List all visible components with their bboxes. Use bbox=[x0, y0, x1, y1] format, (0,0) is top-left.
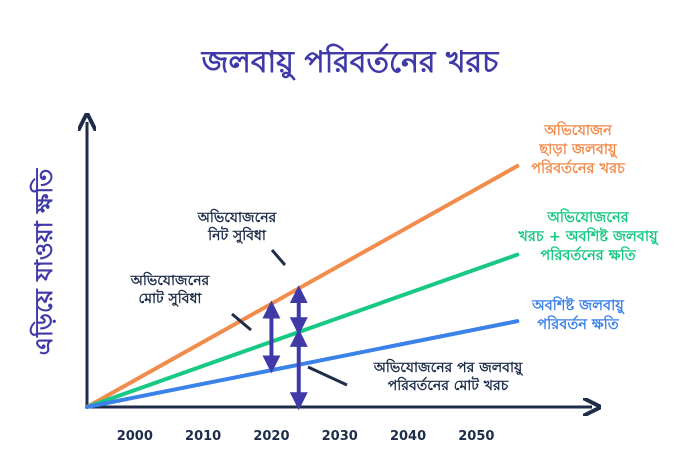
series-label-1: পরিবর্তনের ক্ষতি bbox=[540, 245, 636, 264]
annotation-pointer-total-cost bbox=[307, 365, 348, 387]
series-label-2: অবশিষ্ট জলবায়ু bbox=[531, 295, 626, 314]
x-tick-label: 2030 bbox=[322, 429, 358, 444]
x-tick-label: 2000 bbox=[117, 429, 153, 444]
series-label-0: পরিবর্তনের খরচ bbox=[531, 158, 626, 177]
x-tick-label: 2050 bbox=[458, 429, 494, 444]
annotation-text-total-cost: অভিযোজনের পর জলবায়ু bbox=[373, 358, 524, 376]
annotation-text-gross-benefit: অভিযোজনের bbox=[130, 271, 211, 289]
annotations: অভিযোজনেরমোট সুবিধাঅভিযোজনেরনিট সুবিধাঅভ… bbox=[130, 208, 524, 411]
x-tick-label: 2010 bbox=[185, 429, 221, 444]
series-label-2: পরিবর্তন ক্ষতি bbox=[537, 314, 620, 333]
annotation-text-gross-benefit: মোট সুবিধা bbox=[139, 289, 203, 308]
x-tick-labels: 2000 2010 2020 2030 2040 2050 bbox=[117, 429, 495, 444]
annotation-text-net-benefit: নিট সুবিধা bbox=[207, 226, 267, 245]
annotation-text-total-cost: পরিবর্তনের মোট খরচ bbox=[388, 376, 510, 394]
x-tick-label: 2040 bbox=[390, 429, 426, 444]
annotation-text-net-benefit: অভিযোজনের bbox=[197, 208, 278, 226]
annotation-pointer-gross-benefit bbox=[231, 312, 252, 332]
series-label-1: খরচ + অবশিষ্ট জলবায়ু bbox=[517, 226, 659, 245]
y-axis-label: এড়িয়ে যাওয়া ক্ষতি bbox=[29, 168, 58, 356]
chart-title: জলবায়ু পরিবর্তনের খরচ bbox=[201, 43, 500, 81]
series-label-0: অভিযোজন bbox=[543, 120, 613, 139]
series-label-0: ছাড়া জলবায়ু bbox=[538, 142, 618, 158]
x-tick-label: 2020 bbox=[253, 429, 289, 444]
series-labels: অভিযোজন ছাড়া জলবায়ুপরিবর্তনের খরচ অভিযোজ… bbox=[517, 120, 659, 333]
series-label-1: অভিযোজনের bbox=[546, 207, 629, 226]
annotation-pointer-net-benefit bbox=[270, 249, 287, 266]
